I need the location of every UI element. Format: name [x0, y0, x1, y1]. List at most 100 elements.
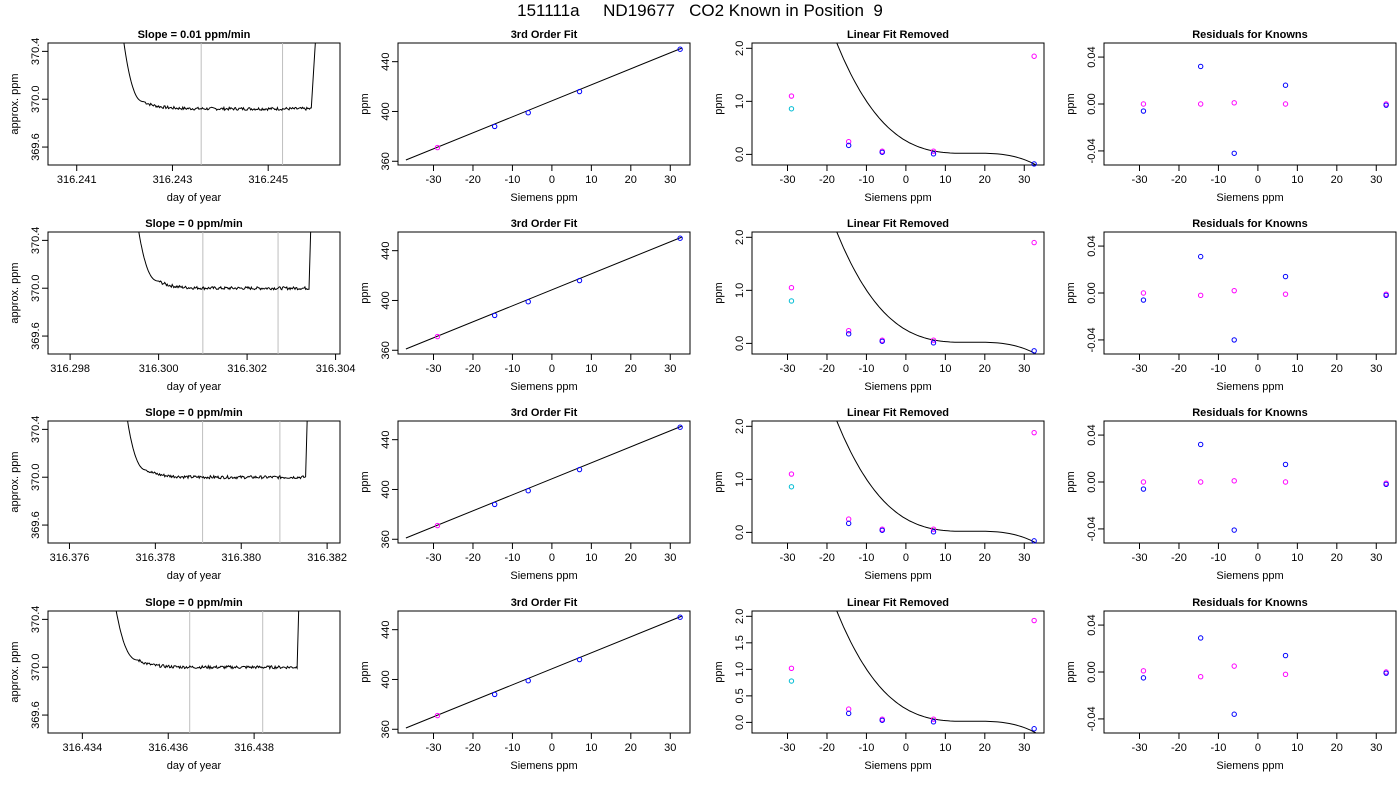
- x-tick-label: -10: [858, 552, 874, 564]
- x-tick-label: -20: [819, 742, 835, 754]
- y-tick-label: 1.0: [734, 662, 746, 677]
- x-tick-label: 20: [1331, 742, 1343, 754]
- x-tick-label: -10: [504, 363, 520, 375]
- x-tick-label: 10: [1291, 552, 1303, 564]
- x-tick-label: 0: [1255, 363, 1261, 375]
- data-point: [1197, 63, 1204, 70]
- data-point: [1197, 673, 1204, 680]
- x-tick-label: 0: [1255, 552, 1261, 564]
- data-point: [576, 277, 583, 284]
- y-tick-label: 360: [380, 152, 392, 170]
- y-tick-label: 2.0: [734, 419, 746, 434]
- data-point: [930, 151, 937, 157]
- data-point: [677, 235, 683, 241]
- x-tick-label: 316.382: [307, 552, 347, 564]
- x-tick-label: -30: [1132, 174, 1148, 186]
- data-point: [930, 148, 937, 154]
- x-tick-label: -30: [1132, 363, 1148, 375]
- x-tick-label: 20: [625, 363, 637, 375]
- y-tick-label: 1.5: [734, 635, 746, 650]
- data-point: [1282, 652, 1289, 659]
- data-point: [677, 424, 683, 430]
- data-point: [1031, 161, 1037, 167]
- plot-frame: [397, 610, 691, 734]
- y-tick-label: -0.04: [1086, 327, 1098, 352]
- data-point: [1383, 102, 1389, 108]
- x-tick-label: 0: [1255, 174, 1261, 186]
- y-axis-label: ppm: [713, 93, 725, 114]
- data-point: [1282, 82, 1289, 88]
- x-tick-label: -20: [465, 552, 481, 564]
- x-axis-label: Siemens ppm: [1216, 570, 1283, 582]
- data-point: [879, 149, 885, 155]
- x-tick-label: -10: [858, 363, 874, 375]
- plot-frame: [397, 231, 691, 355]
- data-point: [1231, 150, 1237, 156]
- panel-title: Slope = 0 ppm/min: [145, 218, 243, 230]
- plot-frame: [751, 610, 1045, 734]
- data-point: [1197, 101, 1204, 107]
- x-tick-label: 316.376: [50, 552, 90, 564]
- data-point: [845, 706, 852, 712]
- data-point: [1140, 479, 1147, 485]
- x-tick-label: 30: [664, 552, 676, 564]
- x-tick-label: 316.304: [316, 363, 356, 375]
- data-point: [845, 710, 852, 717]
- plot-frame: [1103, 420, 1397, 544]
- data-point: [879, 717, 885, 723]
- data-point: [525, 678, 531, 684]
- y-tick-label: 360: [380, 720, 392, 738]
- data-point: [525, 299, 531, 305]
- x-tick-label: 10: [1291, 174, 1303, 186]
- x-tick-label: 30: [664, 363, 676, 375]
- x-tick-label: -30: [780, 174, 796, 186]
- x-tick-label: 20: [625, 742, 637, 754]
- data-point: [1383, 670, 1389, 676]
- y-tick-label: 0.00: [1086, 471, 1098, 492]
- y-tick-label: 360: [380, 341, 392, 359]
- x-tick-label: 20: [979, 363, 991, 375]
- y-tick-label: 2.0: [734, 230, 746, 245]
- x-axis-label: Siemens ppm: [1216, 192, 1283, 204]
- y-tick-label: 0.04: [1086, 46, 1098, 67]
- x-tick-label: -20: [819, 363, 835, 375]
- x-tick-label: 10: [939, 742, 951, 754]
- data-point: [576, 88, 583, 95]
- plot-frame: [47, 420, 341, 544]
- x-tick-label: 0: [1255, 742, 1261, 754]
- x-axis-label: Siemens ppm: [864, 760, 931, 772]
- x-tick-label: 0: [549, 552, 555, 564]
- x-tick-label: 0: [549, 174, 555, 186]
- y-tick-label: 0.04: [1086, 424, 1098, 445]
- x-tick-label: -10: [858, 174, 874, 186]
- y-tick-label: 440: [380, 52, 392, 70]
- plot-frame: [751, 420, 1045, 544]
- panel-title: Residuals for Knowns: [1192, 407, 1308, 419]
- x-tick-label: 20: [1331, 363, 1343, 375]
- panel-title: Slope = 0 ppm/min: [145, 597, 243, 609]
- y-tick-label: 369.6: [30, 322, 42, 350]
- y-tick-label: 370.4: [30, 227, 42, 255]
- x-tick-label: 10: [1291, 363, 1303, 375]
- x-tick-label: 10: [939, 363, 951, 375]
- data-point: [1031, 348, 1037, 354]
- x-tick-label: 30: [1370, 363, 1382, 375]
- y-tick-label: 400: [380, 670, 392, 688]
- plot-frame: [397, 420, 691, 544]
- y-tick-label: 440: [380, 430, 392, 448]
- data-point: [1140, 668, 1147, 674]
- y-tick-label: 369.6: [30, 701, 42, 729]
- x-tick-label: -10: [858, 742, 874, 754]
- data-point: [788, 471, 795, 477]
- data-point: [1282, 461, 1289, 468]
- data-point: [1140, 108, 1147, 114]
- plot-frame: [47, 42, 341, 166]
- y-axis-label: ppm: [713, 471, 725, 492]
- data-point: [1231, 337, 1237, 343]
- data-point: [930, 719, 937, 725]
- concentration-trace: [115, 611, 300, 671]
- x-tick-label: 316.378: [135, 552, 175, 564]
- y-tick-label: 0.0: [734, 147, 746, 162]
- data-point: [491, 691, 498, 698]
- y-tick-label: -0.04: [1086, 138, 1098, 163]
